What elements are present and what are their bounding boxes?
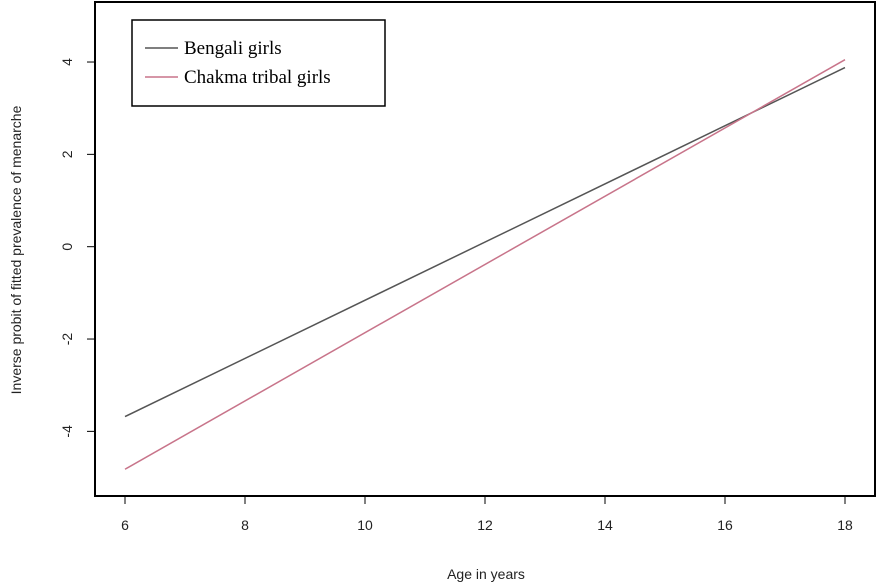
y-tick-label: -2 [59, 333, 75, 346]
x-tick-label: 8 [241, 517, 249, 533]
x-tick-label: 18 [837, 517, 853, 533]
x-axis-title: Age in years [447, 566, 525, 582]
series-line-0 [124, 66, 846, 418]
legend: Bengali girls Chakma tribal girls [131, 19, 386, 107]
x-tick-label: 16 [717, 517, 733, 533]
legend-box [131, 19, 386, 107]
y-tick-label: -4 [59, 425, 75, 438]
series-lines [124, 59, 846, 470]
x-tick-label: 10 [357, 517, 373, 533]
x-tick-label: 6 [121, 517, 129, 533]
y-tick-label: 0 [59, 243, 75, 251]
legend-label-chakma-tribal-girls: Chakma tribal girls [184, 67, 331, 88]
series-line-1 [124, 59, 846, 470]
y-axis: -4 -2 0 2 4 [59, 58, 95, 438]
x-axis: 6 8 10 12 14 16 18 [121, 496, 853, 533]
x-tick-label: 14 [597, 517, 613, 533]
legend-label-bengali-girls: Bengali girls [184, 38, 282, 59]
y-tick-label: 4 [59, 58, 75, 66]
y-axis-title: Inverse probit of fitted prevalence of m… [8, 105, 24, 394]
y-tick-label: 2 [59, 150, 75, 158]
x-tick-label: 12 [477, 517, 493, 533]
